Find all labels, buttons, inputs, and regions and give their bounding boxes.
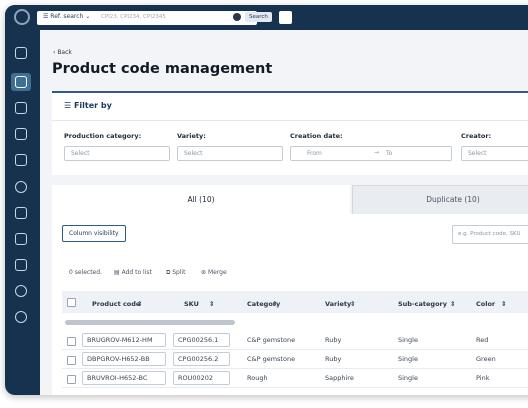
row-divider bbox=[62, 368, 528, 369]
cell: C&P gemstone bbox=[247, 355, 296, 363]
search-box[interactable] bbox=[37, 11, 257, 25]
column-header[interactable]: Category bbox=[247, 300, 281, 308]
table-header bbox=[62, 291, 528, 313]
cell: Single bbox=[398, 336, 418, 344]
nav-icon[interactable] bbox=[15, 102, 27, 114]
sort-icon: ⇕ bbox=[209, 300, 215, 308]
filter-panel bbox=[52, 93, 528, 175]
nav-icon[interactable] bbox=[15, 181, 27, 193]
checkbox[interactable] bbox=[67, 375, 76, 384]
split[interactable]: ⧉ Split bbox=[166, 269, 186, 276]
column-header[interactable]: Variety bbox=[325, 300, 352, 308]
filter-label: Production category: bbox=[64, 132, 142, 140]
row-divider bbox=[62, 387, 528, 388]
cell[interactable]: BRUVROI-H652-BC bbox=[82, 371, 166, 385]
date-from: From bbox=[307, 150, 322, 157]
select[interactable]: Select bbox=[64, 146, 170, 161]
sort-icon: ⇕ bbox=[501, 300, 507, 308]
nav-icon[interactable] bbox=[15, 207, 27, 219]
merge-text: Merge bbox=[207, 269, 227, 276]
column-header[interactable]: SKU bbox=[184, 300, 199, 308]
filter-label: Creation date: bbox=[290, 132, 343, 140]
column-header[interactable]: Product code bbox=[92, 300, 141, 308]
cell: Ruby bbox=[325, 355, 342, 363]
filter-label: Variety: bbox=[177, 132, 206, 140]
cell[interactable]: CPG00256.2 bbox=[173, 352, 230, 366]
filter-title: ☰ Filter by bbox=[64, 101, 112, 110]
cell: Single bbox=[398, 374, 418, 382]
nav-icon[interactable] bbox=[15, 311, 27, 323]
column-header[interactable]: Sub-category bbox=[398, 300, 447, 308]
logo bbox=[14, 9, 30, 25]
cell: Rough bbox=[247, 374, 268, 382]
column-header[interactable]: Color bbox=[476, 300, 496, 308]
row-divider bbox=[62, 349, 528, 350]
nav-icon[interactable] bbox=[15, 128, 27, 140]
tab-active[interactable]: All (10) bbox=[52, 185, 350, 214]
cell[interactable]: ROU00202 bbox=[173, 371, 230, 385]
cell: C&P gemstone bbox=[247, 336, 296, 344]
nav-icon[interactable] bbox=[15, 76, 27, 88]
table-search[interactable]: e.g. Product code, SKU bbox=[452, 225, 528, 244]
cell[interactable]: BRUGROV-M612-HM bbox=[82, 333, 166, 347]
select[interactable]: Select bbox=[177, 146, 283, 161]
split-text: Split bbox=[172, 269, 186, 276]
back-text: Back bbox=[57, 49, 72, 56]
date-range[interactable] bbox=[290, 146, 452, 161]
nav-icon[interactable] bbox=[15, 259, 27, 271]
checkbox[interactable] bbox=[67, 337, 76, 346]
search-placeholder: CPI23, CPI234, CPI2345 bbox=[101, 14, 166, 20]
cell: Single bbox=[398, 355, 418, 363]
filter-accent bbox=[52, 91, 528, 93]
nav-icon[interactable] bbox=[15, 47, 27, 59]
add-to-list[interactable]: ▤ Add to list bbox=[114, 269, 152, 276]
nav-icon[interactable] bbox=[15, 285, 27, 297]
checkbox[interactable] bbox=[67, 298, 76, 307]
filter-label: Creator: bbox=[461, 132, 492, 140]
cell[interactable]: CPG00256.1 bbox=[173, 333, 230, 347]
sort-icon: ⇕ bbox=[272, 300, 278, 308]
column-visibility-button[interactable]: Column visibility bbox=[62, 225, 126, 242]
search-mode-text: Ref. search bbox=[50, 13, 84, 20]
date-arrow: → bbox=[374, 149, 380, 156]
merge[interactable]: ⊛ Merge bbox=[201, 269, 227, 276]
back-link[interactable]: ‹ Back bbox=[53, 49, 72, 56]
cell: Ruby bbox=[325, 336, 342, 344]
search-button[interactable]: Search bbox=[245, 12, 272, 22]
divider bbox=[52, 120, 528, 121]
scan-button[interactable] bbox=[279, 11, 292, 24]
page-title: Product code management bbox=[52, 61, 273, 77]
sidebar bbox=[5, 5, 40, 395]
clear-icon[interactable] bbox=[233, 13, 241, 21]
cell: Red bbox=[476, 336, 489, 344]
selected-count: 0 selected. bbox=[69, 269, 102, 276]
cell[interactable]: DBPGROV-H652-BB bbox=[82, 352, 166, 366]
cell: Green bbox=[476, 355, 496, 363]
date-to: To bbox=[386, 150, 393, 157]
nav-icon[interactable] bbox=[15, 233, 27, 245]
app-window: ☰ Ref. search ⌄ CPI23, CPI234, CPI2345 S… bbox=[5, 5, 528, 395]
cell: Sapphire bbox=[325, 374, 354, 382]
select[interactable]: Select bbox=[461, 146, 528, 161]
nav-icon[interactable] bbox=[15, 154, 27, 166]
filter-title-text: Filter by bbox=[73, 101, 112, 110]
search-mode[interactable]: ☰ Ref. search ⌄ bbox=[43, 13, 91, 20]
cell: Pink bbox=[476, 374, 490, 382]
checkbox[interactable] bbox=[67, 356, 76, 365]
tab[interactable]: Duplicate (10) bbox=[352, 185, 528, 215]
sort-icon: ⇕ bbox=[450, 300, 456, 308]
sort-icon: ⇕ bbox=[350, 300, 356, 308]
scrollbar[interactable] bbox=[65, 320, 235, 325]
add-text: Add to list bbox=[121, 269, 152, 276]
sort-icon: ⇕ bbox=[137, 300, 143, 308]
